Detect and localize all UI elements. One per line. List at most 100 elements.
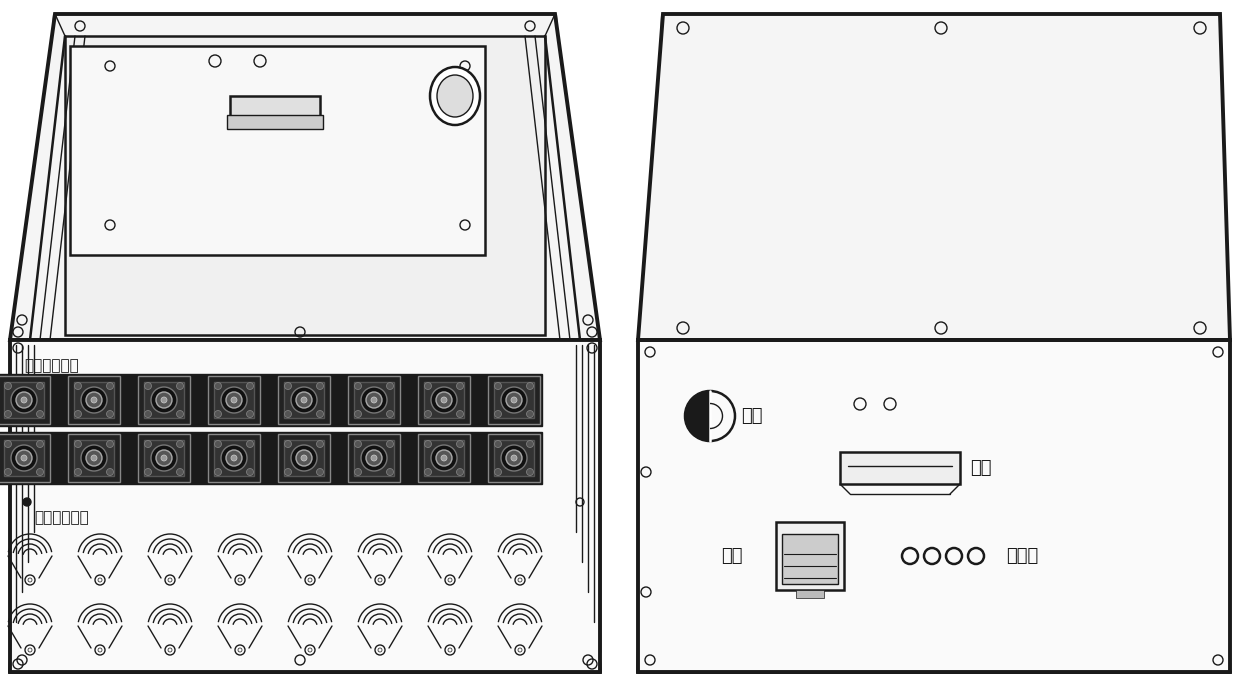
Circle shape [176,410,184,418]
Bar [348,434,401,482]
Polygon shape [639,14,663,672]
Circle shape [284,410,291,418]
Circle shape [36,440,43,447]
Circle shape [145,469,151,475]
Bar [639,340,1230,672]
Circle shape [301,455,308,461]
Polygon shape [1220,14,1230,672]
Circle shape [506,450,522,466]
Circle shape [456,383,464,390]
Bar [215,440,254,476]
Circle shape [226,392,242,408]
Circle shape [366,392,382,408]
Circle shape [74,383,82,390]
Bar [0,374,542,426]
Circle shape [432,387,458,413]
Circle shape [176,383,184,390]
Circle shape [11,445,37,471]
Circle shape [456,410,464,418]
Circle shape [107,383,114,390]
Circle shape [151,387,177,413]
Circle shape [456,469,464,475]
Circle shape [301,397,308,403]
Bar [138,376,190,424]
Circle shape [221,445,247,471]
Circle shape [387,383,393,390]
Polygon shape [10,14,55,672]
Text: 指示灯: 指示灯 [1006,547,1038,565]
Circle shape [371,397,377,403]
Bar [796,590,825,598]
Circle shape [291,445,317,471]
Circle shape [161,455,167,461]
Bar [353,440,394,476]
Circle shape [231,397,237,403]
Circle shape [436,450,453,466]
Circle shape [247,440,253,447]
Circle shape [145,383,151,390]
Polygon shape [10,14,600,340]
Bar [278,376,330,424]
Circle shape [387,440,393,447]
Bar [284,440,324,476]
Circle shape [527,410,533,418]
Bar [68,434,120,482]
Bar [227,115,322,129]
Circle shape [355,440,362,447]
Bar [215,382,254,418]
Circle shape [424,383,432,390]
Circle shape [24,498,31,506]
Bar [208,434,260,482]
Circle shape [361,445,387,471]
Bar [69,46,485,255]
Circle shape [371,455,377,461]
Circle shape [316,383,324,390]
Circle shape [501,445,527,471]
Circle shape [16,392,32,408]
Bar [229,96,320,124]
Circle shape [21,455,27,461]
Circle shape [107,410,114,418]
Circle shape [387,410,393,418]
Circle shape [511,455,517,461]
Bar [489,376,539,424]
Circle shape [74,440,82,447]
Circle shape [436,392,453,408]
Bar [138,434,190,482]
Bar [68,376,120,424]
Circle shape [316,440,324,447]
Circle shape [495,410,501,418]
Circle shape [5,410,11,418]
Circle shape [91,397,97,403]
Circle shape [247,469,253,475]
Circle shape [441,455,446,461]
Circle shape [355,469,362,475]
Circle shape [432,445,458,471]
Circle shape [91,455,97,461]
Wedge shape [684,391,711,441]
Circle shape [355,410,362,418]
Circle shape [495,440,501,447]
Bar [776,522,844,590]
Circle shape [424,469,432,475]
Text: 串口: 串口 [970,459,992,477]
Circle shape [441,397,446,403]
Circle shape [284,440,291,447]
Bar [782,534,838,584]
Circle shape [527,383,533,390]
Bar [839,452,960,484]
Circle shape [161,397,167,403]
Polygon shape [639,14,1230,340]
Circle shape [424,410,432,418]
Ellipse shape [436,75,472,117]
Bar [74,382,114,418]
Circle shape [284,383,291,390]
Bar [418,376,470,424]
Bar [208,376,260,424]
Circle shape [361,387,387,413]
Bar [10,340,600,672]
Circle shape [86,450,102,466]
Circle shape [387,469,393,475]
Circle shape [456,440,464,447]
Circle shape [81,387,107,413]
